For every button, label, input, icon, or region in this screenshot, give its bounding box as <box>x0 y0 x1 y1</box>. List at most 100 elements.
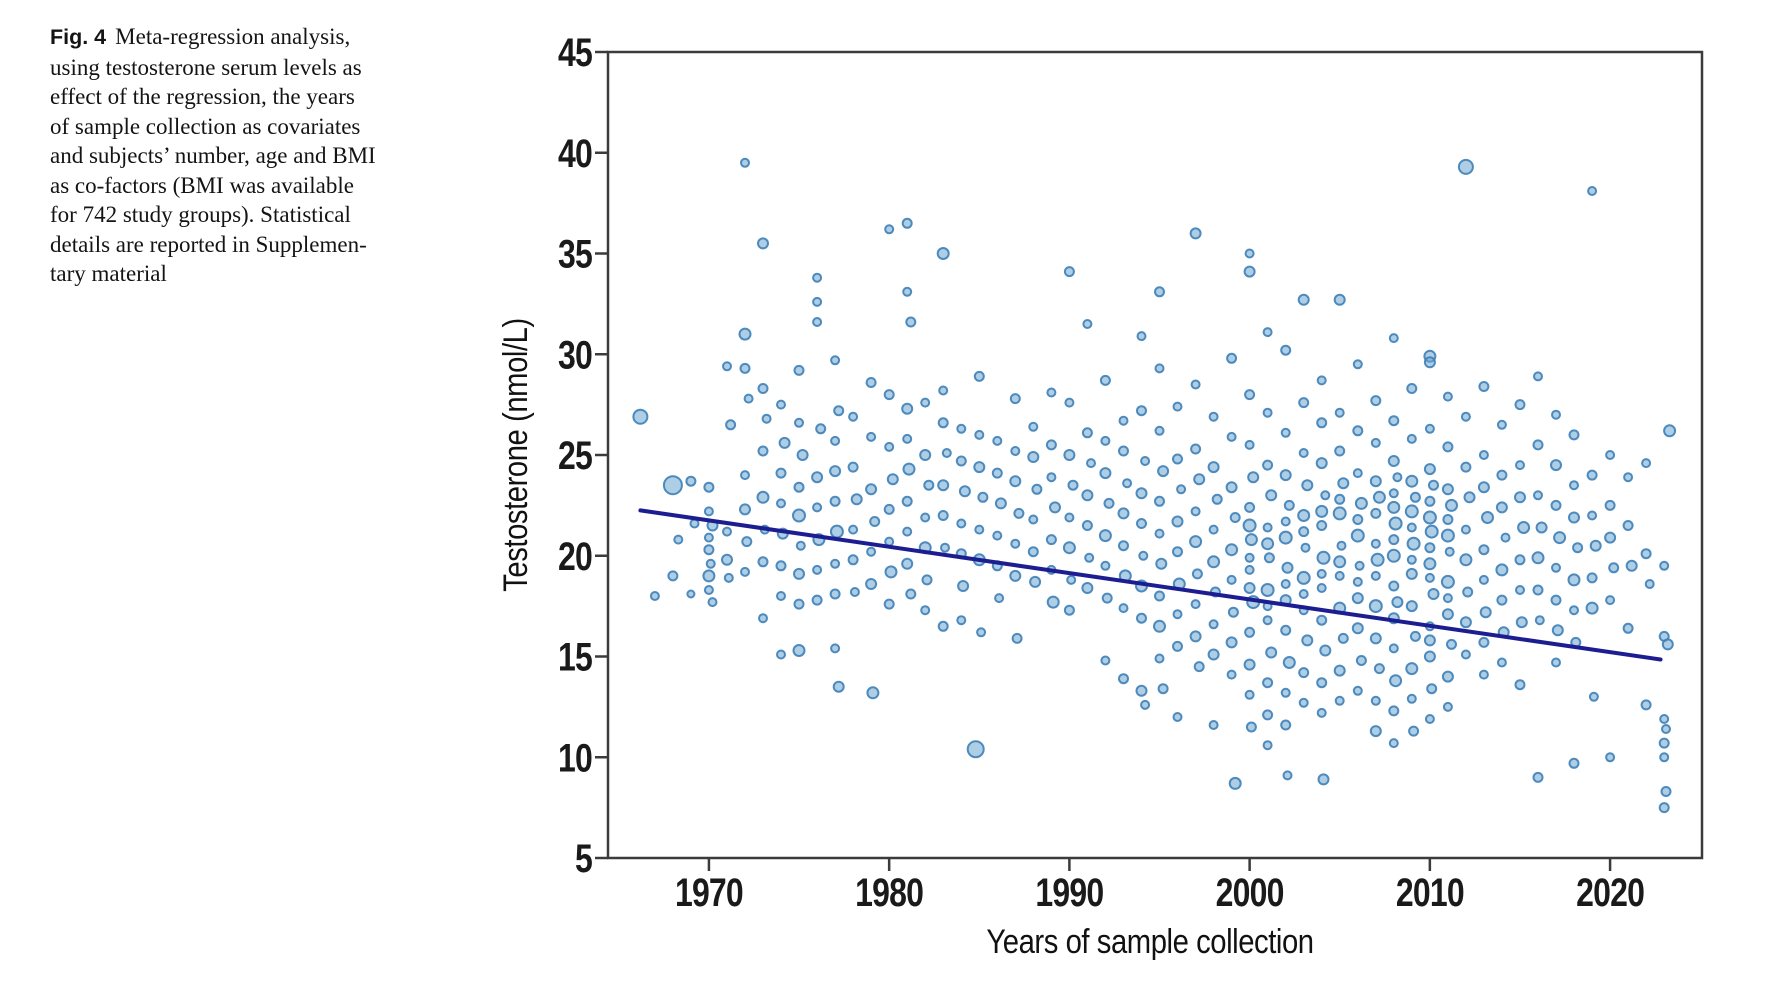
data-point <box>1535 521 1548 534</box>
data-point <box>1046 472 1057 483</box>
data-point <box>905 588 917 600</box>
data-point <box>1605 752 1616 763</box>
data-point <box>703 481 715 493</box>
data-point <box>1441 483 1454 496</box>
data-point <box>921 574 933 586</box>
data-point <box>1086 458 1096 469</box>
data-point <box>973 461 986 474</box>
data-point <box>722 361 732 372</box>
data-point <box>901 217 913 229</box>
data-point <box>1244 389 1256 401</box>
data-point <box>974 524 985 535</box>
data-point <box>974 429 985 440</box>
data-point <box>776 399 786 410</box>
data-point <box>1352 359 1363 370</box>
data-point <box>794 417 804 428</box>
data-point <box>1370 395 1382 407</box>
data-point <box>958 485 971 498</box>
data-point <box>1301 479 1314 492</box>
data-point <box>1029 575 1042 588</box>
data-point <box>1297 293 1310 306</box>
data-point <box>1478 450 1489 460</box>
data-point <box>1496 594 1508 606</box>
data-point <box>1568 757 1580 769</box>
data-point <box>1154 495 1165 507</box>
data-point <box>1495 563 1509 577</box>
data-point <box>812 564 823 575</box>
data-point <box>1569 480 1579 491</box>
data-point <box>1352 425 1364 437</box>
data-point <box>812 272 823 283</box>
data-point <box>812 317 823 327</box>
data-point <box>757 237 769 250</box>
data-point <box>1567 573 1581 587</box>
data-point <box>1445 498 1458 512</box>
data-point <box>1028 514 1039 525</box>
data-point <box>976 627 987 638</box>
data-point <box>1533 371 1543 382</box>
data-point <box>1279 469 1292 482</box>
data-point <box>1350 528 1365 543</box>
data-point <box>1243 582 1256 594</box>
data-point <box>1640 699 1652 711</box>
data-point <box>940 542 950 553</box>
data-point <box>1063 604 1075 616</box>
data-point <box>1422 510 1437 525</box>
figure-caption-text: Meta-regression analysis, using testoste… <box>50 24 376 286</box>
data-point <box>757 445 769 457</box>
data-point <box>1244 552 1255 563</box>
data-point <box>1316 707 1327 718</box>
data-point <box>1586 572 1598 584</box>
figure-caption-label: Fig. 4 <box>50 25 107 49</box>
data-point <box>1118 415 1129 426</box>
data-point <box>776 649 786 660</box>
data-point <box>1262 709 1274 721</box>
data-point <box>866 686 880 700</box>
data-point <box>920 397 931 408</box>
data-point <box>1227 606 1239 618</box>
x-tick-label: 2000 <box>1216 870 1284 915</box>
data-point <box>1334 493 1346 505</box>
data-point <box>1457 158 1474 175</box>
regression-line <box>638 508 1663 662</box>
data-point <box>1157 465 1170 478</box>
x-tick-label: 1970 <box>675 870 743 915</box>
data-point <box>649 591 660 601</box>
data-point <box>812 296 823 307</box>
data-point <box>1406 383 1418 394</box>
data-point <box>901 495 913 507</box>
data-point <box>1243 265 1256 278</box>
data-point <box>1118 445 1129 457</box>
data-point <box>1027 451 1040 463</box>
data-point <box>1298 667 1310 679</box>
data-point <box>1355 655 1367 666</box>
data-point <box>1282 656 1296 669</box>
data-point <box>1369 725 1382 738</box>
data-point <box>1446 638 1457 650</box>
data-point <box>1208 411 1219 422</box>
data-point <box>1370 507 1382 519</box>
data-point <box>1352 468 1363 479</box>
data-point <box>739 503 751 516</box>
data-point <box>1189 535 1203 549</box>
data-point <box>1028 421 1039 432</box>
data-point <box>1388 580 1400 592</box>
data-point <box>1550 594 1562 606</box>
data-point <box>743 393 754 404</box>
data-point <box>1659 714 1670 724</box>
data-point <box>1641 458 1652 469</box>
data-point <box>1605 595 1616 606</box>
data-point <box>1262 327 1273 338</box>
data-point <box>886 473 899 486</box>
data-point <box>1424 714 1435 724</box>
data-point <box>883 598 895 610</box>
data-point <box>1101 592 1113 604</box>
data-point <box>1388 488 1399 499</box>
data-point <box>1300 542 1311 553</box>
data-point <box>1388 738 1399 749</box>
data-point <box>793 364 805 376</box>
data-point <box>1153 619 1166 633</box>
data-point <box>1354 496 1368 510</box>
